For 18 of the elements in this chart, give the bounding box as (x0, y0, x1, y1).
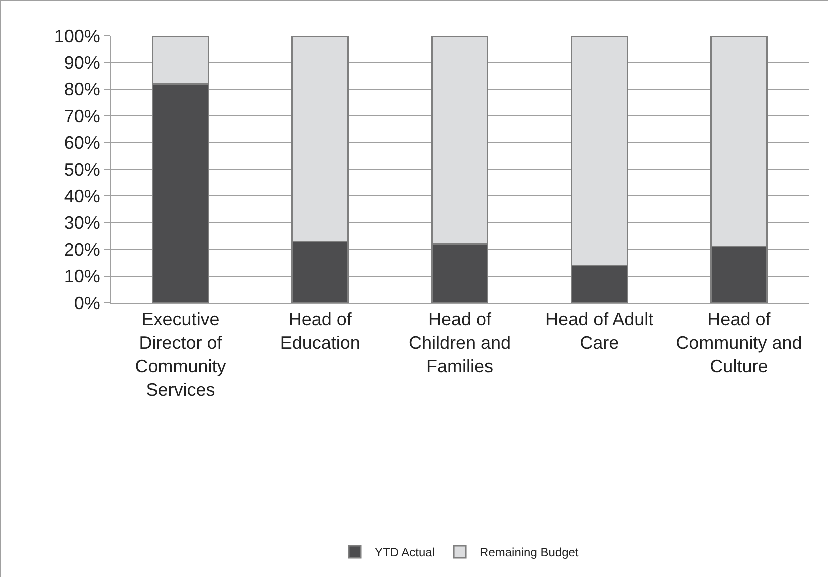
legend-label: Remaining Budget (480, 546, 580, 560)
y-tick-label: 30% (64, 213, 100, 234)
y-tick-label: 50% (64, 160, 100, 180)
x-tick-label: Executive Director of Community Services (135, 310, 226, 400)
x-tick-label: Head of Community and Culture (676, 310, 802, 376)
y-tick-label: 60% (64, 133, 100, 154)
y-tick-label: 90% (64, 53, 100, 73)
x-tick-label: Head of Children and Families (408, 310, 512, 376)
y-tick-label: 40% (64, 186, 100, 206)
y-tick-label: 80% (64, 80, 100, 100)
x-tick-label: Head of Education (280, 310, 360, 353)
y-tick-label: 70% (64, 106, 100, 126)
y-tick-label: 10% (64, 266, 100, 287)
y-tick-label: 20% (64, 240, 100, 260)
legend-label: YTD Actual (375, 546, 436, 560)
x-tick-label: Head of Adult Care (546, 310, 654, 353)
y-tick-label: 0% (74, 293, 100, 314)
y-tick-label: 100% (54, 26, 100, 46)
